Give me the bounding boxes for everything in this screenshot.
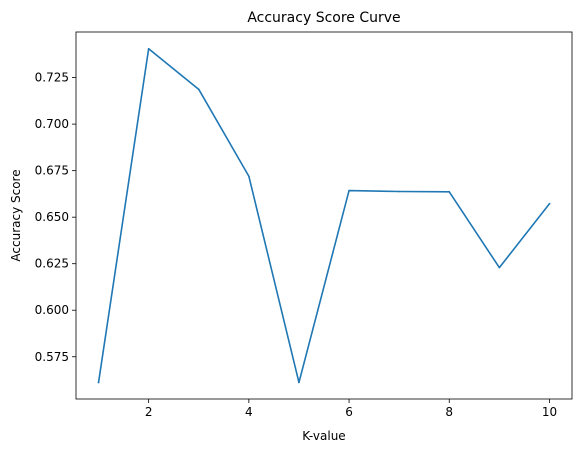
plot-area — [76, 32, 572, 399]
y-tick-label: 0.575 — [35, 350, 69, 364]
series-line — [97, 47, 551, 384]
chart-title: Accuracy Score Curve — [247, 10, 400, 26]
y-tick-label: 0.700 — [35, 117, 69, 131]
data-point — [348, 189, 350, 192]
x-tick-label: 8 — [445, 405, 453, 419]
y-axis-ticks: 0.575 0.600 0.625 0.650 0.675 0.700 0.725 — [35, 71, 76, 364]
x-axis-ticks: 2 4 6 8 10 — [145, 399, 557, 419]
data-point — [97, 381, 100, 384]
data-point — [498, 266, 501, 269]
data-point — [298, 381, 300, 384]
x-axis-label: K-value — [302, 429, 345, 443]
y-tick-label: 0.675 — [35, 164, 69, 178]
y-tick-label: 0.650 — [35, 210, 69, 224]
data-point — [147, 47, 150, 50]
plot-frame — [75, 31, 573, 400]
y-tick-label: 0.600 — [35, 303, 69, 317]
data-point — [548, 202, 551, 205]
x-tick-label: 4 — [245, 405, 253, 419]
data-point — [448, 191, 451, 193]
x-tick-label: 2 — [145, 405, 153, 419]
y-tick-label: 0.625 — [35, 257, 69, 271]
data-point — [398, 190, 400, 193]
x-tick-label: 10 — [542, 405, 557, 419]
data-point — [197, 88, 200, 91]
x-tick-label: 6 — [345, 405, 353, 419]
y-tick-label: 0.725 — [35, 71, 69, 85]
series-layer — [97, 47, 551, 384]
y-axis-label: Accuracy Score — [9, 169, 23, 261]
data-point — [248, 175, 250, 178]
